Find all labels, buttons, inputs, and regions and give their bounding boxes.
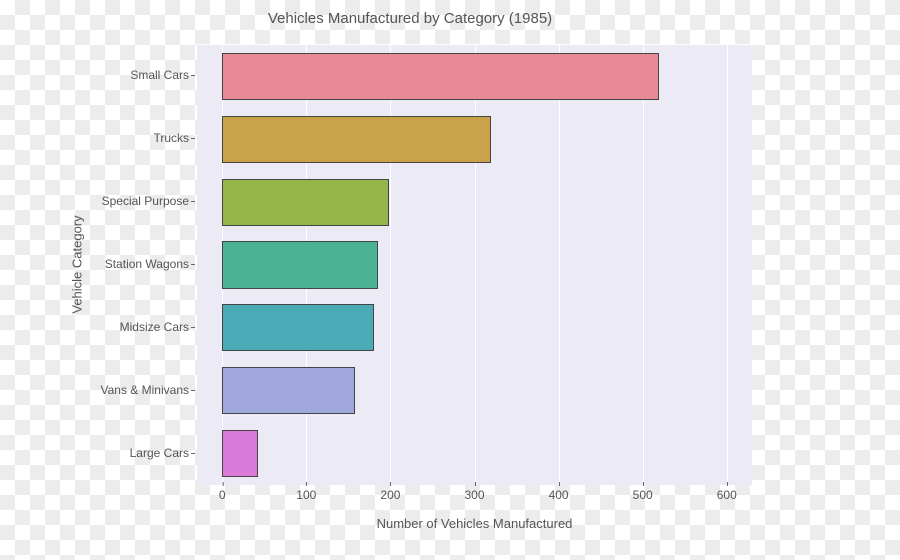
gridline xyxy=(727,45,728,485)
x-axis-label: Number of Vehicles Manufactured xyxy=(197,516,752,531)
x-tick: 300 xyxy=(464,488,484,502)
bar xyxy=(222,367,355,414)
gridline xyxy=(643,45,644,485)
bar xyxy=(222,179,389,226)
y-tick: Small Cars xyxy=(130,68,189,82)
x-tick: 100 xyxy=(296,488,316,502)
x-tick: 600 xyxy=(717,488,737,502)
x-tick: 200 xyxy=(380,488,400,502)
gridline xyxy=(390,45,391,485)
chart-title: Vehicles Manufactured by Category (1985) xyxy=(45,10,775,27)
x-tick: 0 xyxy=(219,488,226,502)
x-tick: 500 xyxy=(633,488,653,502)
y-tick: Vans & Minivans xyxy=(101,383,189,397)
y-tick: Trucks xyxy=(153,131,189,145)
plot-area xyxy=(197,44,752,485)
x-tick: 400 xyxy=(549,488,569,502)
bar xyxy=(222,304,373,351)
y-axis-label-text: Vehicle Category xyxy=(70,215,85,313)
bar xyxy=(222,116,491,163)
y-tick: Station Wagons xyxy=(105,257,189,271)
y-tick: Special Purpose xyxy=(102,194,189,208)
gridline xyxy=(559,45,560,485)
gridline xyxy=(475,45,476,485)
y-tick: Large Cars xyxy=(130,446,189,460)
bar xyxy=(222,241,378,288)
y-axis-label: Vehicle Category xyxy=(69,44,85,484)
bar xyxy=(222,430,257,477)
chart-figure: Vehicles Manufactured by Category (1985)… xyxy=(45,10,775,550)
bar xyxy=(222,53,659,100)
y-tick: Midsize Cars xyxy=(120,320,189,334)
